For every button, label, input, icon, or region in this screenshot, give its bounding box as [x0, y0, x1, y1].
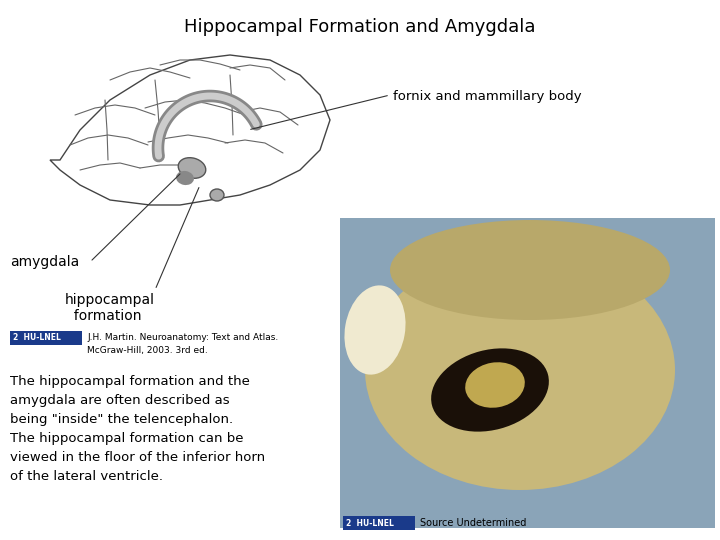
Bar [10, 331, 82, 345]
Ellipse shape [210, 189, 224, 201]
Bar [343, 516, 415, 530]
Text: 2  HU-LNEL: 2 HU-LNEL [346, 518, 394, 528]
Text: Hippocampal Formation and Amygdala: Hippocampal Formation and Amygdala [184, 18, 536, 36]
Ellipse shape [344, 285, 405, 375]
Text: amygdala: amygdala [10, 255, 79, 269]
Text: The hippocampal formation and the
amygdala are often described as
being "inside": The hippocampal formation and the amygda… [10, 375, 265, 483]
Ellipse shape [176, 171, 194, 185]
Text: Source Undetermined: Source Undetermined [420, 518, 526, 528]
Ellipse shape [431, 348, 549, 431]
Ellipse shape [365, 250, 675, 490]
Text: fornix and mammillary body: fornix and mammillary body [393, 90, 582, 103]
Text: hippocampal
  formation: hippocampal formation [65, 293, 155, 323]
Text: J.H. Martin. Neuroanatomy: Text and Atlas.
McGraw-Hill, 2003. 3rd ed.: J.H. Martin. Neuroanatomy: Text and Atla… [87, 333, 278, 354]
Ellipse shape [179, 158, 206, 178]
Text: 2  HU-LNEL: 2 HU-LNEL [13, 334, 61, 342]
Ellipse shape [465, 362, 525, 408]
Polygon shape [50, 55, 330, 205]
Bar [340, 218, 715, 528]
Ellipse shape [390, 220, 670, 320]
